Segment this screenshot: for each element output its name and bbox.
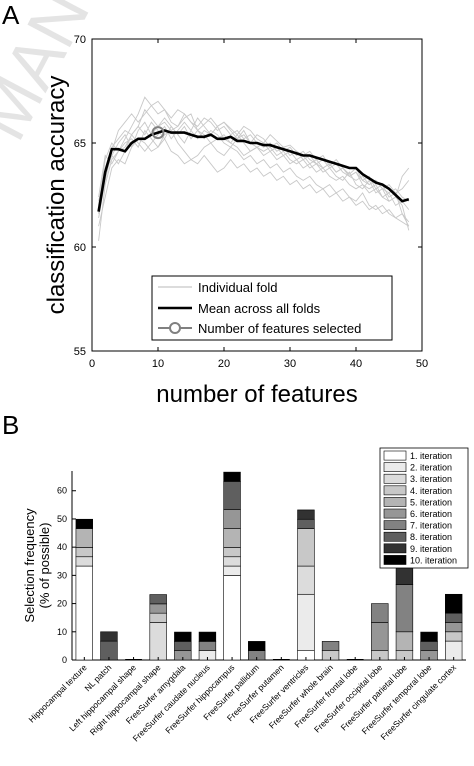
bar-segment xyxy=(75,547,93,558)
stacked-bar-chart-panel: 0 10 20 30 40 50 60 Selection frequency(% of po… xyxy=(22,447,469,744)
panel-label-b: B xyxy=(2,410,19,440)
bar-segment xyxy=(149,612,167,623)
mean-line xyxy=(97,129,410,212)
y-axis-title-b: Selection frequency(% of possible) xyxy=(22,508,52,623)
x-axis-title: number of features xyxy=(156,381,357,408)
bar-segment xyxy=(223,481,241,510)
legend-label-selected: Number of features selected xyxy=(198,321,361,336)
bar-segment xyxy=(420,641,438,651)
bar-segment xyxy=(198,641,217,651)
line-chart-panel: 0 10 20 30 40 50 55 60 65 70 number of features cla… xyxy=(43,34,428,408)
bar-segment xyxy=(371,622,389,651)
legend-swatch-iteration xyxy=(383,543,407,554)
x-tick-label: 30 xyxy=(284,358,296,370)
bar-segment xyxy=(445,631,463,642)
bar-segment xyxy=(75,528,93,548)
legend-swatch-iteration xyxy=(383,450,407,461)
bar-segment xyxy=(100,631,118,642)
bar-segment xyxy=(297,509,315,520)
bar-segment xyxy=(149,622,167,661)
y-tick-label: 60 xyxy=(74,242,86,254)
y-tick-label-b: 50 xyxy=(57,514,67,524)
x-tick-label: 20 xyxy=(218,358,230,370)
bar-segment xyxy=(445,622,463,633)
legend-swatch-iteration xyxy=(383,497,407,507)
legend-label-iteration: 8. iteration xyxy=(410,532,452,542)
bar-segment xyxy=(297,565,315,595)
y-tick-label-b: 0 xyxy=(62,655,67,665)
bar-segment xyxy=(297,593,315,651)
legend-swatch-iteration xyxy=(383,555,407,565)
bar-segment xyxy=(223,565,241,576)
bar-segment xyxy=(174,631,192,642)
legend-swatch-selected-marker xyxy=(169,322,181,334)
y-axis-title-line: (% of possible) xyxy=(37,523,52,609)
legend-label-iteration: 4. iteration xyxy=(410,486,452,496)
legend-swatch-iteration xyxy=(383,462,407,473)
bar-segment xyxy=(297,518,315,529)
selected-features-marker xyxy=(151,126,165,140)
legend-swatch-iteration xyxy=(383,520,407,530)
fold-line-2 xyxy=(98,108,410,202)
legend-swatch-iteration xyxy=(383,531,407,542)
bar-segment xyxy=(371,603,389,623)
y-tick-label-b: 60 xyxy=(57,486,67,496)
bar-segment xyxy=(223,528,241,548)
bar-segment xyxy=(445,593,463,614)
bar-segment xyxy=(223,556,241,567)
legend-label-iteration: 7. iteration xyxy=(410,521,452,531)
bar-segment xyxy=(149,594,167,605)
bar-segment xyxy=(297,528,315,567)
fold-line-6 xyxy=(98,100,410,218)
bar-segment xyxy=(395,584,414,633)
y-tick-label-b: 30 xyxy=(57,570,67,580)
fold-line-3 xyxy=(98,137,410,227)
bar-segment xyxy=(445,612,463,623)
bar-segment xyxy=(75,518,93,529)
y-tick-label-b: 20 xyxy=(57,599,67,609)
legend-label-iteration: 5. iteration xyxy=(410,497,452,507)
bar-segment xyxy=(395,631,414,651)
legend-label-mean: Mean across all folds xyxy=(198,301,321,316)
y-tick-label: 55 xyxy=(74,346,86,358)
bar-segment xyxy=(75,556,93,567)
legend-label-iteration: 3. iteration xyxy=(410,474,452,484)
x-tick-label: 50 xyxy=(416,358,428,370)
legend-swatch-iteration xyxy=(383,508,407,519)
legend-swatch-iteration xyxy=(383,473,407,484)
legend-swatch-iteration xyxy=(383,485,407,496)
legend-label-iteration: 10. iteration xyxy=(410,555,457,565)
fold-line-8 xyxy=(98,117,410,231)
legend-label-iteration: 9. iteration xyxy=(410,544,452,554)
bar-segment xyxy=(223,471,241,482)
panel-label-a: A xyxy=(2,0,20,30)
bar-segment xyxy=(248,641,266,651)
bar-segment xyxy=(321,641,340,651)
bar-segment xyxy=(174,641,192,651)
bar-segment xyxy=(198,631,217,642)
bar-segment xyxy=(223,575,241,661)
bar-segment xyxy=(420,631,438,642)
y-tick-label: 70 xyxy=(74,34,86,46)
legend-label-iteration: 1. iteration xyxy=(410,451,452,461)
legend-label-iteration: 2. iteration xyxy=(410,463,452,473)
fold-line-5 xyxy=(98,129,410,227)
y-axis-title-line: Selection frequency xyxy=(22,508,37,623)
x-tick-label: 40 xyxy=(350,358,362,370)
bar-segment xyxy=(223,547,241,558)
bar-segment xyxy=(223,509,241,529)
x-tick-label: 10 xyxy=(152,358,164,370)
y-tick-label: 65 xyxy=(74,138,86,150)
legend-label-fold: Individual fold xyxy=(198,280,278,295)
bar-segment xyxy=(75,565,93,661)
y-axis-title: classification accuracy xyxy=(43,76,70,315)
y-tick-label-b: 40 xyxy=(57,542,67,552)
legend-label-iteration: 6. iteration xyxy=(410,509,452,519)
bar-segment xyxy=(149,603,167,614)
y-tick-label-b: 10 xyxy=(57,627,67,637)
x-tick-label: 0 xyxy=(89,358,95,370)
